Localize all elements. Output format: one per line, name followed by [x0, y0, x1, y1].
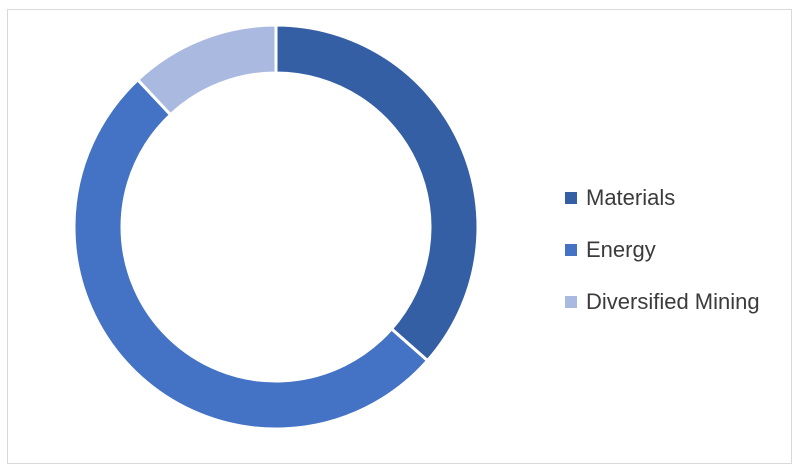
legend-item-materials: Materials	[565, 182, 795, 214]
donut-slice-materials	[274, 23, 480, 363]
legend-label-diversified-mining: Diversified Mining	[586, 289, 760, 314]
legend-swatch-diversified-mining	[565, 296, 577, 308]
legend-item-diversified-mining: Diversified Mining	[565, 286, 795, 318]
donut-slice-energy	[72, 77, 430, 431]
donut-slices	[72, 23, 480, 431]
donut-chart	[72, 23, 480, 431]
chart-legend: Materials Energy Diversified Mining	[565, 182, 795, 338]
legend-label-energy: Energy	[586, 237, 656, 262]
legend-swatch-materials	[565, 192, 577, 204]
chart-area: Materials Energy Diversified Mining	[7, 9, 792, 464]
legend-item-energy: Energy	[565, 234, 795, 266]
legend-swatch-energy	[565, 244, 577, 256]
legend-label-materials: Materials	[586, 185, 676, 210]
donut-slice-diversified-mining	[135, 23, 278, 117]
